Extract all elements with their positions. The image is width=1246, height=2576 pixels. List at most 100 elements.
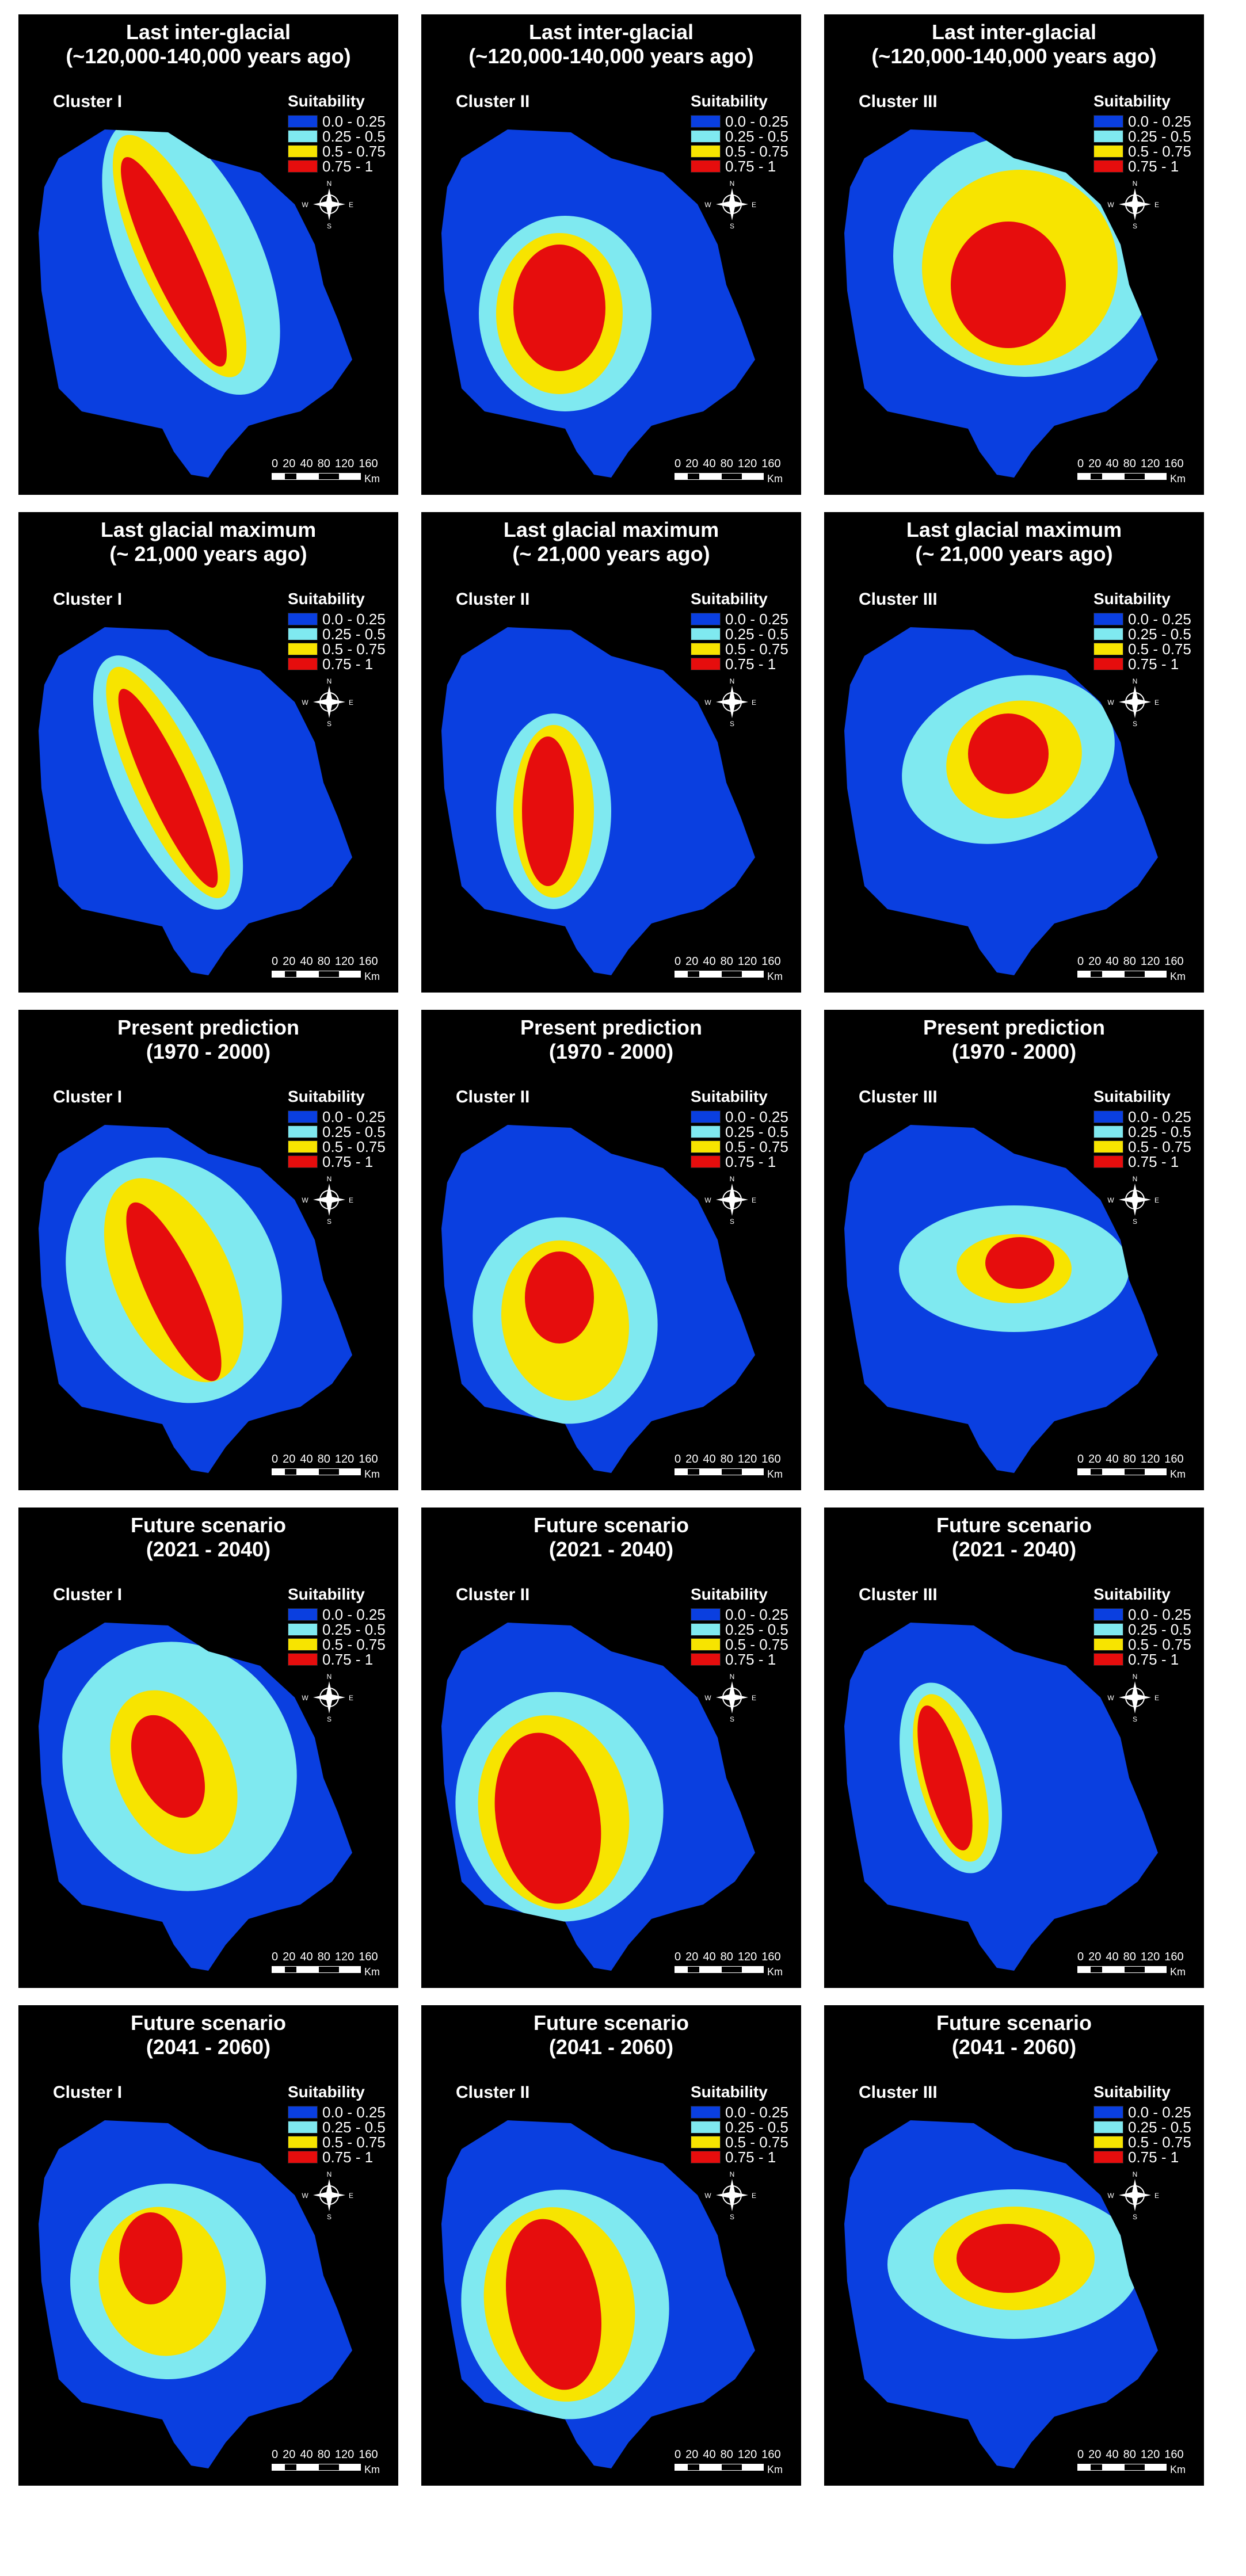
legend-label: 0.0 - 0.25 <box>322 2103 386 2121</box>
north-arrow-icon: N S E W <box>302 1673 353 1723</box>
legend-entry: 0.0 - 0.25 <box>1093 2104 1191 2121</box>
legend-swatch <box>1093 2106 1123 2119</box>
north-arrow-icon: N S E W <box>1107 2170 1159 2221</box>
period-range: (2041 - 2060) <box>951 2035 1077 2059</box>
legend-swatch <box>691 2136 721 2148</box>
scale-tick-label: 160 <box>761 1951 781 1963</box>
suitability-legend: Suitability 0.0 - 0.25 0.25 - 0.5 0.5 - 0.7… <box>288 1585 386 1668</box>
legend-title: Suitability <box>1093 1585 1171 1603</box>
panel-title: Last inter-glacial (~120,000-140,000 year… <box>421 20 801 68</box>
scale-tick-label: 40 <box>703 955 716 968</box>
suitability-map: N S E W <box>441 627 756 975</box>
period-range: (2041 - 2060) <box>146 2035 271 2059</box>
legend-entry: 0.25 - 0.5 <box>288 1123 386 1140</box>
north-arrow-icon: N S E W <box>704 180 756 230</box>
legend-entry: 0.25 - 0.5 <box>691 625 788 643</box>
scale-unit: Km <box>1170 1468 1186 1480</box>
legend-label: 0.0 - 0.25 <box>725 2103 788 2121</box>
legend-label: 0.75 - 1 <box>322 655 374 673</box>
compass-label: W <box>1107 1694 1114 1702</box>
compass-label: N <box>730 677 735 685</box>
legend-entry: 0.5 - 0.75 <box>1093 1635 1191 1653</box>
suitability-legend: Suitability 0.0 - 0.25 0.25 - 0.5 0.5 - 0.7… <box>691 590 788 673</box>
legend-label: 0.5 - 0.75 <box>1128 1635 1191 1653</box>
scale-bar: 0 20 40 80 120 160 Km <box>675 955 783 982</box>
compass-label: E <box>1154 201 1159 209</box>
scale-tick-label: 20 <box>685 1453 699 1466</box>
suitability-legend: Suitability 0.0 - 0.25 0.25 - 0.5 0.5 - 0.7… <box>1093 92 1191 175</box>
legend-entry: 0.0 - 0.25 <box>288 610 386 628</box>
scale-segment <box>675 473 687 480</box>
suitability-legend: Suitability 0.0 - 0.25 0.25 - 0.5 0.5 - 0.7… <box>288 590 386 673</box>
scale-unit: Km <box>1170 473 1186 484</box>
region-base <box>844 1623 1158 1971</box>
compass-label: E <box>1154 1694 1159 1702</box>
compass-label: S <box>327 2213 331 2221</box>
scale-tick-label: 160 <box>761 1453 781 1466</box>
legend-entry: 0.0 - 0.25 <box>691 2103 788 2121</box>
suitability-patch <box>951 222 1066 348</box>
scale-tick-label: 160 <box>359 1453 378 1466</box>
scale-unit: Km <box>1170 2464 1186 2475</box>
legend-label: 0.25 - 0.5 <box>322 127 386 145</box>
legend-swatch <box>691 145 721 158</box>
period-range: (2041 - 2060) <box>548 2035 674 2059</box>
scale-tick-label: 0 <box>675 2448 681 2461</box>
suitability-patch <box>118 689 218 888</box>
panel-title: Last glacial maximum (~ 21,000 years ago) <box>18 518 398 566</box>
legend-swatch <box>691 1110 721 1123</box>
scale-tick-label: 20 <box>283 2448 296 2461</box>
period-range: (~120,000-140,000 years ago) <box>871 44 1157 68</box>
scale-segment <box>1103 1468 1124 1475</box>
legend-swatch <box>1093 1623 1123 1636</box>
legend-entry: 0.0 - 0.25 <box>288 2103 386 2121</box>
compass-label: N <box>327 2170 332 2178</box>
scale-tick-label: 80 <box>317 2448 330 2461</box>
suitability-map: N S E W <box>39 2120 353 2468</box>
period-name: Present prediction <box>923 1016 1106 1039</box>
legend-label: 0.75 - 1 <box>725 2148 776 2166</box>
period-range: (~ 21,000 years ago) <box>109 542 307 566</box>
legend-label: 0.0 - 0.25 <box>322 1108 386 1125</box>
scale-segment <box>721 2464 742 2471</box>
legend-label: 0.25 - 0.5 <box>725 127 788 145</box>
legend-entry: 0.75 - 1 <box>1093 158 1191 175</box>
scale-segment <box>340 971 361 978</box>
scale-segment <box>742 1468 764 1475</box>
scale-segment <box>721 1966 742 1973</box>
cluster-label: Cluster II <box>456 590 530 609</box>
scale-segment <box>297 1468 318 1475</box>
scale-tick-label: 120 <box>1140 1951 1160 1963</box>
scale-tick-label: 120 <box>334 457 355 470</box>
legend-swatch <box>288 1608 318 1621</box>
map-panel: N S E W Last inter-glacial (~120,000-140,000 … <box>824 14 1204 495</box>
period-name: Future scenario <box>533 2011 689 2035</box>
scale-tick-label: 120 <box>1140 1453 1160 1466</box>
legend-swatch <box>288 2106 318 2119</box>
scale-tick-label: 0 <box>272 2448 279 2461</box>
legend-entry: 0.5 - 0.75 <box>1093 143 1191 160</box>
scale-segment <box>1145 971 1167 978</box>
compass-label: E <box>1154 2192 1159 2200</box>
legend-swatch <box>1093 1110 1123 1123</box>
suitability-patch <box>525 1251 594 1344</box>
panel-title: Present prediction (1970 - 2000) <box>18 1016 398 1064</box>
legend-swatch <box>691 160 721 173</box>
scale-bar: 0 20 40 80 120 160 Km <box>675 1951 783 1978</box>
compass-label: W <box>704 201 711 209</box>
cluster-label: Cluster III <box>859 2083 938 2102</box>
scale-segment <box>700 1966 721 1973</box>
scale-segment <box>1145 2464 1167 2471</box>
legend-title: Suitability <box>1093 1087 1171 1105</box>
map-panel: N S E W Future scenario (2021 - 2040) Cluster … <box>18 1508 398 1988</box>
legend-entry: 0.0 - 0.25 <box>691 1606 788 1623</box>
suitability-map: N S E W <box>844 2120 1159 2468</box>
legend-swatch <box>691 1155 721 1168</box>
legend-entry: 0.0 - 0.25 <box>691 113 788 130</box>
legend-swatch <box>288 115 318 128</box>
compass-label: S <box>1133 222 1137 230</box>
scale-segment <box>700 2464 721 2471</box>
scale-segment <box>284 971 297 978</box>
suitability-patch <box>522 736 574 886</box>
legend-swatch <box>691 613 721 625</box>
